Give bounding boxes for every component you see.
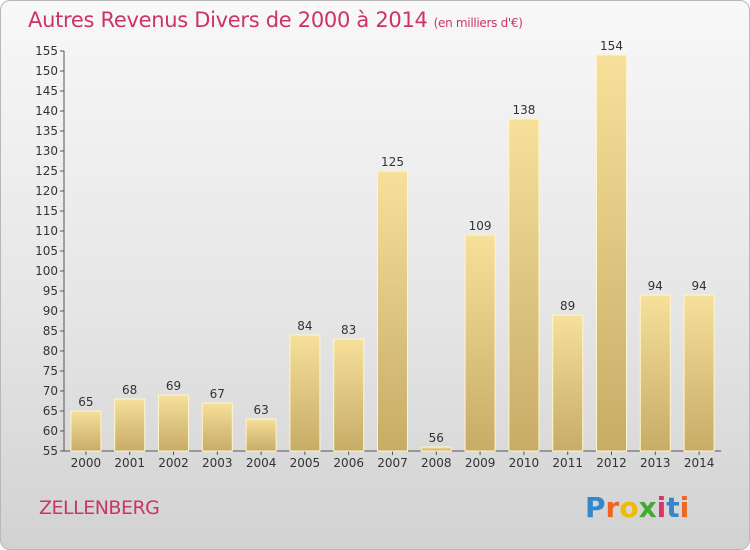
data-label-2014: 94 <box>691 279 706 293</box>
unit-label: (en milliers d'€) <box>433 16 523 30</box>
y-tick-label: 145 <box>35 84 58 98</box>
y-tick-label: 125 <box>35 164 58 178</box>
y-tick-label: 80 <box>43 344 58 358</box>
logo-letter: t <box>666 491 680 524</box>
y-tick-label: 140 <box>35 104 58 118</box>
y-tick-label: 90 <box>43 304 58 318</box>
data-label-2008: 56 <box>429 431 444 445</box>
data-label-2005: 84 <box>297 319 312 333</box>
bar-2007 <box>377 170 408 452</box>
x-tick-label-2005: 2005 <box>290 456 321 470</box>
data-label-2013: 94 <box>648 279 663 293</box>
data-label-2001: 68 <box>122 383 137 397</box>
bar-2014 <box>683 294 715 452</box>
proxiti-logo: Proxiti <box>585 491 689 524</box>
x-tick-label-2001: 2001 <box>114 456 145 470</box>
bar-2011 <box>552 314 584 452</box>
bar-2003 <box>201 402 233 452</box>
x-tick-label-2011: 2011 <box>552 456 583 470</box>
logo-letter: i <box>656 491 667 524</box>
data-label-2009: 109 <box>469 219 492 233</box>
y-tick-label: 120 <box>35 184 58 198</box>
data-label-2004: 63 <box>253 403 268 417</box>
data-label-2000: 65 <box>78 395 93 409</box>
x-tick-label-2012: 2012 <box>596 456 627 470</box>
logo-letter: o <box>619 491 639 524</box>
logo-letter: x <box>638 491 657 524</box>
logo-letter: r <box>605 491 620 524</box>
x-tick-label-2010: 2010 <box>509 456 540 470</box>
axes: 55 60 65 70 75 80 85 90 95 100 105 110 115 120 125 130 1… <box>35 44 721 470</box>
y-tick-label: 110 <box>35 224 58 238</box>
bar-2008 <box>420 446 452 452</box>
y-tick-label: 95 <box>43 284 58 298</box>
bar-2010 <box>508 118 540 452</box>
logo-letter: P <box>585 491 606 524</box>
data-labels: 65 68 69 67 63 84 83 125 56 109 138 89 154 94 94 <box>78 39 706 445</box>
bar-2006 <box>333 338 365 452</box>
x-tick-label-2013: 2013 <box>640 456 671 470</box>
bar-2002 <box>158 394 189 452</box>
x-tick-label-2002: 2002 <box>158 456 189 470</box>
data-label-2002: 69 <box>166 379 181 393</box>
y-tick-label: 105 <box>35 244 58 258</box>
y-tick-label: 155 <box>35 44 58 58</box>
y-tick-label: 65 <box>43 404 58 418</box>
y-tick-label: 75 <box>43 364 58 378</box>
bars <box>70 54 715 452</box>
data-label-2010: 138 <box>512 103 535 117</box>
y-tick-label: 130 <box>35 144 58 158</box>
bar-2004 <box>245 418 277 452</box>
y-tick-label: 150 <box>35 64 58 78</box>
data-label-2012: 154 <box>600 39 623 53</box>
y-tick-label: 115 <box>35 204 58 218</box>
y-tick-label: 70 <box>43 384 58 398</box>
data-label-2003: 67 <box>210 387 225 401</box>
y-tick-label: 100 <box>35 264 58 278</box>
x-tick-label-2006: 2006 <box>333 456 364 470</box>
x-tick-label-2014: 2014 <box>684 456 715 470</box>
data-label-2007: 125 <box>381 155 404 169</box>
bar-2013 <box>639 294 671 452</box>
data-label-2011: 89 <box>560 299 575 313</box>
bar-2009 <box>464 234 496 452</box>
bar-2000 <box>70 410 102 452</box>
bar-2012 <box>596 54 627 452</box>
x-tick-label-2003: 2003 <box>202 456 233 470</box>
chart-title: Autres Revenus Divers de 2000 à 2014 (en … <box>28 8 523 32</box>
town-name: ZELLENBERG <box>39 497 160 519</box>
logo-letter: i <box>679 491 690 524</box>
x-tick-label-2009: 2009 <box>465 456 496 470</box>
x-tick-label-2008: 2008 <box>421 456 452 470</box>
bar-2001 <box>114 398 146 452</box>
x-tick-label-2007: 2007 <box>377 456 408 470</box>
y-tick-label: 85 <box>43 324 58 338</box>
x-tick-label-2004: 2004 <box>246 456 277 470</box>
title-text: Autres Revenus Divers de 2000 à 2014 <box>28 8 428 32</box>
y-tick-label: 55 <box>43 444 58 458</box>
x-tick-label-2000: 2000 <box>71 456 102 470</box>
bar-2005 <box>289 334 321 452</box>
y-tick-label: 135 <box>35 124 58 138</box>
data-label-2006: 83 <box>341 323 356 337</box>
y-tick-label: 60 <box>43 424 58 438</box>
